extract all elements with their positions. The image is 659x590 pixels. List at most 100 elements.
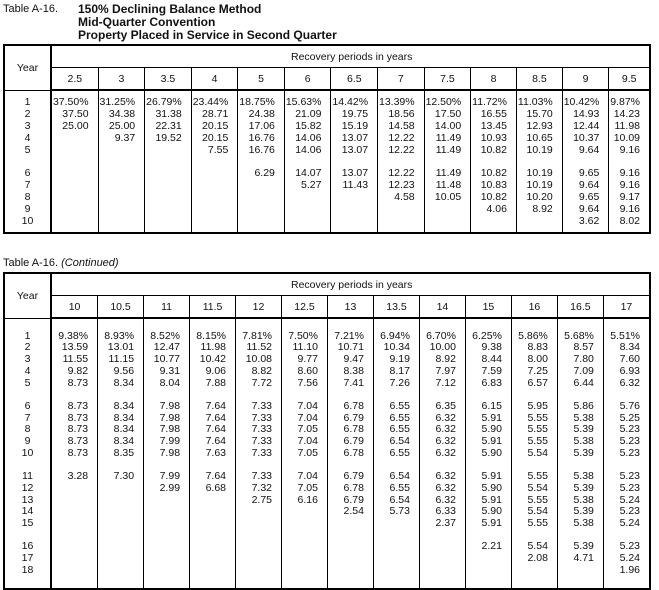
rate-cell: 5.24	[602, 552, 651, 565]
year-cell: 7	[3, 179, 52, 191]
spacer-cell	[510, 318, 558, 331]
rate-cell: 7.05	[281, 482, 328, 495]
table-row: 13 2.75 6.16 6.79 6.54 6.32 5.91 5.55 5.38 5.24	[3, 494, 651, 507]
rate-cell: 18.56	[377, 108, 425, 120]
rate-cell: 12.47	[143, 342, 191, 355]
rate-cell: 37.50%	[50, 96, 99, 108]
spacer-row	[3, 576, 651, 590]
rate-cell: 7.63	[189, 447, 237, 460]
rate-cell: 11.49	[423, 132, 472, 144]
rate-cell: 5.39	[556, 447, 604, 460]
spacer-cell	[510, 576, 558, 590]
period-header: 10.5	[97, 295, 145, 319]
rate-cell: 8.34	[97, 435, 145, 448]
rate-cell	[326, 541, 374, 553]
rate-cell: 6.83	[464, 377, 512, 390]
rate-cell: 5.73	[372, 505, 420, 518]
spacer-cell	[3, 529, 52, 542]
recovery-periods-header: Recovery periods in years	[50, 272, 651, 296]
rate-cell: 31.38	[144, 108, 192, 120]
table-row: 8 8.73 8.34 7.98 7.64 7.33 7.05 6.78 6.55 6.32 5.9…	[3, 424, 651, 436]
rate-cell: 5.39	[556, 505, 604, 518]
spacer-cell	[418, 576, 466, 590]
period-header: 2.5	[50, 67, 99, 91]
spacer-cell	[281, 529, 328, 542]
period-header: 12	[235, 295, 282, 319]
rate-cell: 9.56	[97, 365, 145, 378]
title-line: Mid-Quarter Convention	[78, 15, 216, 29]
rate-cell: 7.64	[189, 412, 237, 425]
rate-cell: 10.19	[515, 179, 563, 191]
rate-cell: 8.34	[97, 412, 145, 425]
period-header: 14	[418, 295, 466, 319]
rate-cell	[97, 541, 145, 553]
rate-cell: 14.58	[377, 120, 425, 132]
rate-cell	[97, 167, 146, 179]
recovery-periods-header: Recovery periods in years	[50, 44, 651, 68]
rate-cell: 5.76	[602, 400, 651, 413]
rate-cell	[189, 553, 237, 565]
rate-cell	[50, 494, 99, 507]
table-row: 3 25.00 25.00 22.31 20.15 17.06 15.82 15.19 14.5…	[3, 120, 651, 132]
rate-cell: 23.44%	[190, 96, 239, 108]
year-cell: 11	[3, 470, 52, 483]
rate-cell: 5.23	[602, 447, 651, 460]
year-header: Year	[3, 272, 52, 319]
rate-cell	[143, 494, 191, 507]
rate-cell: 4.71	[556, 552, 604, 565]
rate-cell: 13.39%	[377, 96, 425, 108]
rate-cell	[418, 564, 466, 577]
continued-label: (Continued)	[61, 257, 119, 269]
rate-cell: 9.16	[608, 144, 651, 156]
table-row: 15 2.37 5.91 5.55 5.38 5.24	[3, 517, 651, 530]
spacer-cell	[556, 576, 604, 590]
spacer-cell	[470, 227, 517, 233]
rate-cell	[144, 144, 192, 156]
rate-cell	[144, 203, 192, 215]
spacer-cell	[608, 90, 651, 96]
rate-cell: 9.65	[561, 167, 610, 179]
rate-cell: 7.64	[189, 435, 237, 448]
spacer-cell	[464, 576, 512, 590]
spacer-cell	[190, 227, 239, 233]
year-cell: 2	[3, 342, 52, 355]
spacer-cell	[50, 318, 99, 331]
rate-cell: 5.27	[283, 179, 332, 191]
rate-cell	[326, 564, 374, 577]
rate-cell: 9.82	[50, 365, 99, 378]
rate-cell: 8.15%	[189, 330, 237, 343]
rate-cell: 14.07	[283, 167, 332, 179]
rate-cell	[372, 553, 420, 565]
rate-cell	[144, 215, 192, 227]
year-cell: 5	[3, 377, 52, 390]
rate-cell: 9.37	[97, 132, 146, 144]
year-cell: 4	[3, 365, 52, 378]
rate-cell: 7.98	[143, 447, 191, 460]
spacer-cell	[602, 318, 651, 331]
rate-cell: 8.34	[97, 424, 145, 436]
spacer-cell	[235, 576, 282, 590]
rate-cell	[190, 203, 239, 215]
table-row: 10 8.73 8.35 7.98 7.63 7.33 7.05 6.78 6.55 6.32 5.…	[3, 447, 651, 460]
spacer-cell	[97, 318, 145, 331]
rate-cell: 13.07	[330, 132, 379, 144]
table1-title: 150% Declining Balance Method Mid-Quarte…	[78, 3, 337, 42]
period-header: 16	[510, 295, 558, 319]
rate-cell: 7.98	[143, 424, 191, 436]
rate-cell: 9.06	[189, 365, 237, 378]
spacer-row	[3, 90, 651, 96]
rate-cell: 7.59	[464, 365, 512, 378]
rate-cell: 28.71	[190, 108, 239, 120]
rate-cell: 7.09	[556, 365, 604, 378]
spacer-cell	[190, 156, 239, 167]
spacer-cell	[326, 529, 374, 542]
spacer-cell	[377, 156, 425, 167]
table-row: 16 2.21 5.54 5.39 5.23	[3, 541, 651, 553]
rate-cell	[144, 179, 192, 191]
table2-caption: Table A-16. (Continued)	[3, 257, 119, 270]
rate-cell	[235, 553, 282, 565]
spacer-row	[3, 227, 651, 233]
rate-cell: 6.78	[326, 400, 374, 413]
table1-label: Table A-16.	[3, 3, 59, 15]
rate-cell: 24.38	[237, 108, 285, 120]
